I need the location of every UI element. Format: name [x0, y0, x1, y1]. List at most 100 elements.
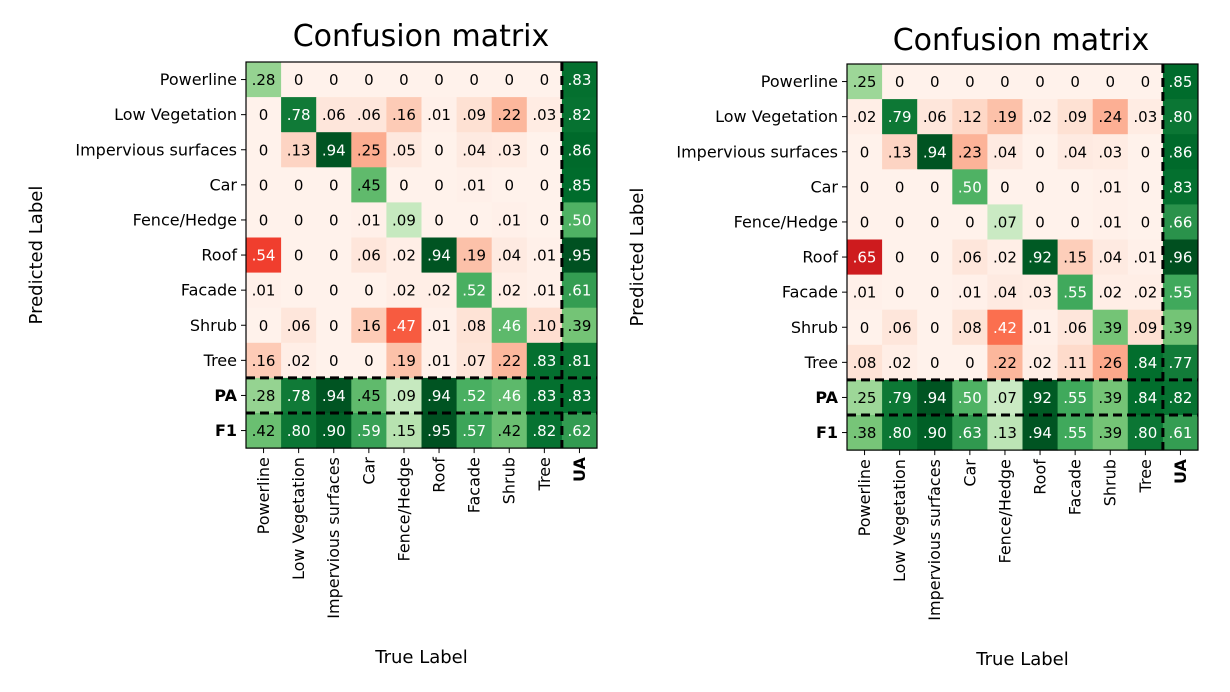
cell-value-label: 0 — [540, 71, 550, 89]
y-axis-label: Predicted Label — [627, 188, 648, 327]
heatmap-cell — [421, 132, 458, 168]
heatmap-cell — [952, 274, 988, 311]
cell-value-label: 0 — [329, 352, 339, 370]
cell-value-label: 0 — [399, 71, 409, 89]
y-tick-label: Shrub — [190, 316, 237, 335]
heatmap-cell — [456, 307, 493, 344]
heatmap-cell — [882, 169, 918, 205]
heatmap-cell — [526, 237, 563, 274]
heatmap-cell — [882, 379, 918, 416]
cell-value-label: 0 — [364, 282, 374, 300]
heatmap-cell — [1092, 64, 1129, 100]
heatmap-cell — [847, 379, 883, 416]
heatmap-cell — [1092, 134, 1129, 170]
heatmap-cell — [1092, 239, 1129, 276]
heatmap-cell — [847, 64, 883, 100]
heatmap-cell — [456, 413, 493, 449]
heatmap-cell — [316, 413, 352, 449]
cell-value-label: 0 — [329, 317, 339, 335]
heatmap-cell — [1127, 309, 1164, 346]
heatmap-cell — [1127, 379, 1164, 416]
x-tick-label: Facade — [465, 457, 484, 513]
x-tick-label: Low Vegetation — [289, 457, 308, 580]
heatmap-cell — [491, 132, 528, 168]
cell-value-label: .80 — [287, 422, 311, 440]
cell-value-label: .08 — [462, 317, 486, 335]
heatmap-cell — [1092, 309, 1129, 346]
heatmap-cell — [1022, 64, 1059, 100]
cell-value-label: .09 — [462, 106, 486, 124]
cell-value-label: .82 — [532, 422, 556, 440]
heatmap-cell — [421, 413, 458, 449]
cell-value-label: .80 — [1169, 108, 1193, 126]
heatmap-cell — [316, 132, 352, 168]
y-tick-label: F1 — [215, 421, 237, 440]
cell-value-label: .16 — [357, 317, 381, 335]
cell-value-label: 0 — [364, 352, 374, 370]
cell-value-label: .06 — [287, 317, 311, 335]
heatmap-cell — [421, 307, 458, 344]
heatmap-cell — [1022, 169, 1059, 205]
cell-value-label: .04 — [1063, 143, 1087, 161]
heatmap-cell — [1127, 415, 1164, 451]
heatmap-cell — [1092, 169, 1129, 205]
cell-value-label: .02 — [497, 282, 521, 300]
heatmap-cell — [917, 239, 953, 276]
heatmap-cell — [281, 307, 317, 344]
cell-value-label: .06 — [357, 247, 381, 265]
cell-value-label: 0 — [895, 73, 905, 91]
cell-value-label: .82 — [568, 106, 592, 124]
heatmap-cell — [987, 169, 1023, 205]
heatmap-cell — [1057, 64, 1094, 100]
cell-value-label: .38 — [853, 424, 877, 442]
heatmap-cell — [281, 97, 317, 133]
heatmap-cell — [847, 274, 883, 311]
cell-value-label: 0 — [504, 176, 514, 194]
heatmap-cell — [1022, 274, 1059, 311]
cell-value-label: .02 — [392, 247, 416, 265]
heatmap-cell — [491, 307, 528, 344]
heatmap-cell — [491, 342, 528, 379]
heatmap-cell — [421, 377, 458, 414]
x-tick-label: Impervious surfaces — [324, 457, 343, 619]
heatmap-cell — [491, 97, 528, 133]
heatmap-cell — [1162, 99, 1199, 135]
y-tick-label: Fence/Hedge — [734, 212, 838, 231]
heatmap-cell — [351, 237, 387, 274]
cell-value-label: 0 — [965, 354, 975, 372]
heatmap-cell — [316, 377, 352, 414]
heatmap-cell — [1127, 169, 1164, 205]
cell-value-label: .83 — [568, 387, 592, 405]
heatmap-cell — [1057, 99, 1094, 135]
heatmap-cell — [561, 167, 598, 203]
cell-value-label: 0 — [930, 249, 940, 267]
x-tick-label: Facade — [1066, 459, 1085, 515]
heatmap-cell — [456, 132, 493, 168]
cell-value-label: 0 — [1141, 73, 1151, 91]
heatmap-cell — [952, 239, 988, 276]
cell-value-label: 0 — [294, 211, 304, 229]
heatmap-cell — [526, 272, 563, 309]
heatmap-cell — [246, 167, 282, 203]
cell-value-label: 0 — [1035, 143, 1045, 161]
heatmap-cell — [882, 64, 918, 100]
heatmap-cell — [456, 377, 493, 414]
heatmap-cell — [561, 342, 598, 379]
cell-value-label: .39 — [568, 317, 592, 335]
cell-value-label: .94 — [923, 389, 947, 407]
cell-value-label: 0 — [1035, 178, 1045, 196]
heatmap-cell — [987, 344, 1023, 381]
heatmap-cell — [882, 274, 918, 311]
cell-value-label: .19 — [462, 247, 486, 265]
heatmap-cell — [1022, 134, 1059, 170]
heatmap-cell — [491, 167, 528, 203]
cell-value-label: 0 — [294, 176, 304, 194]
cell-value-label: .02 — [287, 352, 311, 370]
cell-value-label: .01 — [853, 284, 877, 302]
heatmap-cell — [281, 377, 317, 414]
heatmap-cell — [281, 342, 317, 379]
cell-value-label: .15 — [1063, 249, 1087, 267]
heatmap-cell — [1022, 309, 1059, 346]
heatmap-cell — [386, 237, 422, 274]
cell-value-label: .94 — [1028, 424, 1052, 442]
